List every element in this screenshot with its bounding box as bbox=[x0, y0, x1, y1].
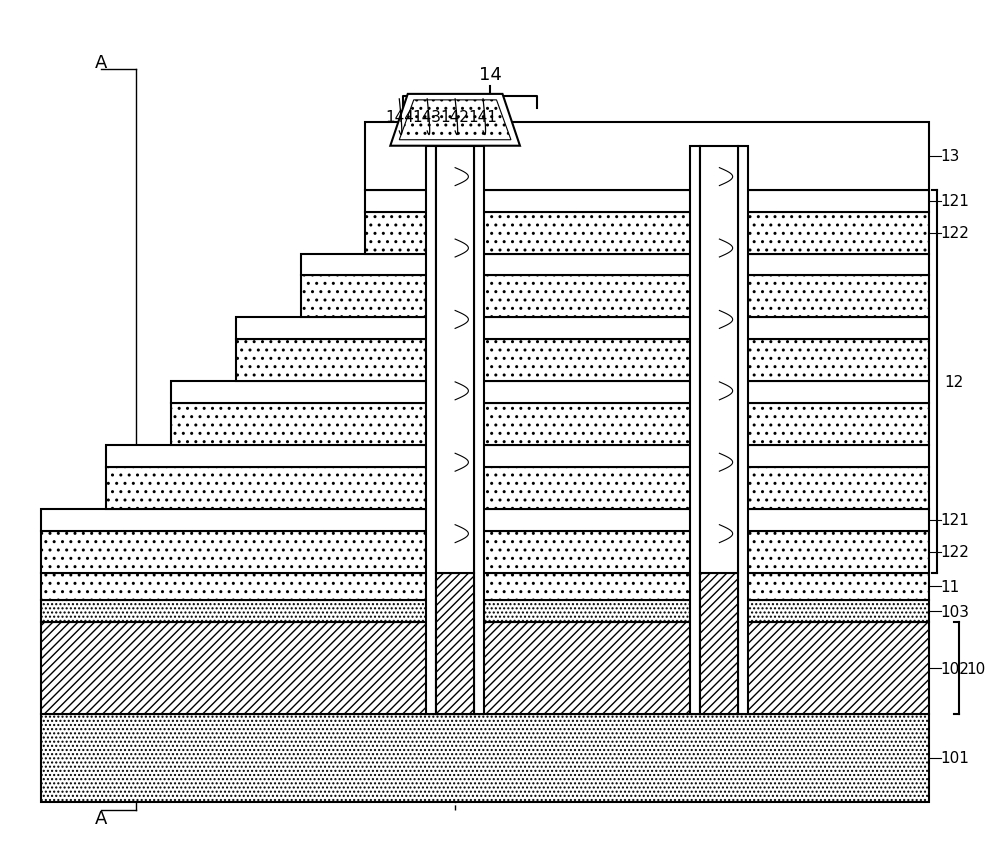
Text: 103: 103 bbox=[941, 604, 970, 619]
Text: 122: 122 bbox=[941, 544, 970, 560]
Polygon shape bbox=[700, 147, 738, 573]
Text: 101: 101 bbox=[941, 751, 970, 765]
Text: 141: 141 bbox=[469, 109, 497, 125]
Polygon shape bbox=[426, 147, 436, 714]
Polygon shape bbox=[106, 467, 929, 509]
Polygon shape bbox=[236, 318, 929, 339]
Polygon shape bbox=[301, 254, 929, 276]
Polygon shape bbox=[41, 623, 929, 714]
Text: 11: 11 bbox=[941, 579, 960, 595]
Polygon shape bbox=[106, 445, 929, 467]
Polygon shape bbox=[171, 381, 929, 403]
Polygon shape bbox=[738, 147, 748, 714]
Polygon shape bbox=[41, 509, 929, 531]
Text: 143: 143 bbox=[413, 109, 442, 125]
Polygon shape bbox=[365, 212, 929, 254]
Polygon shape bbox=[236, 339, 929, 381]
Polygon shape bbox=[390, 95, 520, 147]
Polygon shape bbox=[171, 403, 929, 445]
Polygon shape bbox=[41, 714, 929, 802]
Text: 14: 14 bbox=[479, 66, 501, 84]
Polygon shape bbox=[41, 531, 929, 573]
Text: 12: 12 bbox=[945, 374, 964, 389]
Polygon shape bbox=[700, 573, 738, 714]
Text: 121: 121 bbox=[941, 194, 970, 209]
Polygon shape bbox=[365, 123, 929, 190]
Polygon shape bbox=[436, 147, 474, 573]
Polygon shape bbox=[365, 190, 929, 212]
Text: A: A bbox=[95, 54, 107, 73]
Polygon shape bbox=[399, 101, 511, 141]
Text: 121: 121 bbox=[941, 513, 970, 527]
Polygon shape bbox=[436, 573, 474, 714]
Polygon shape bbox=[474, 147, 484, 714]
Text: A: A bbox=[95, 809, 107, 827]
Polygon shape bbox=[41, 601, 929, 623]
Text: 122: 122 bbox=[941, 226, 970, 241]
Polygon shape bbox=[41, 573, 929, 601]
Text: 13: 13 bbox=[941, 149, 960, 164]
Text: 142: 142 bbox=[441, 109, 470, 125]
Polygon shape bbox=[690, 147, 700, 714]
Text: 10: 10 bbox=[967, 661, 986, 676]
Polygon shape bbox=[301, 276, 929, 318]
Text: 102: 102 bbox=[941, 661, 970, 676]
Text: 144: 144 bbox=[385, 109, 414, 125]
